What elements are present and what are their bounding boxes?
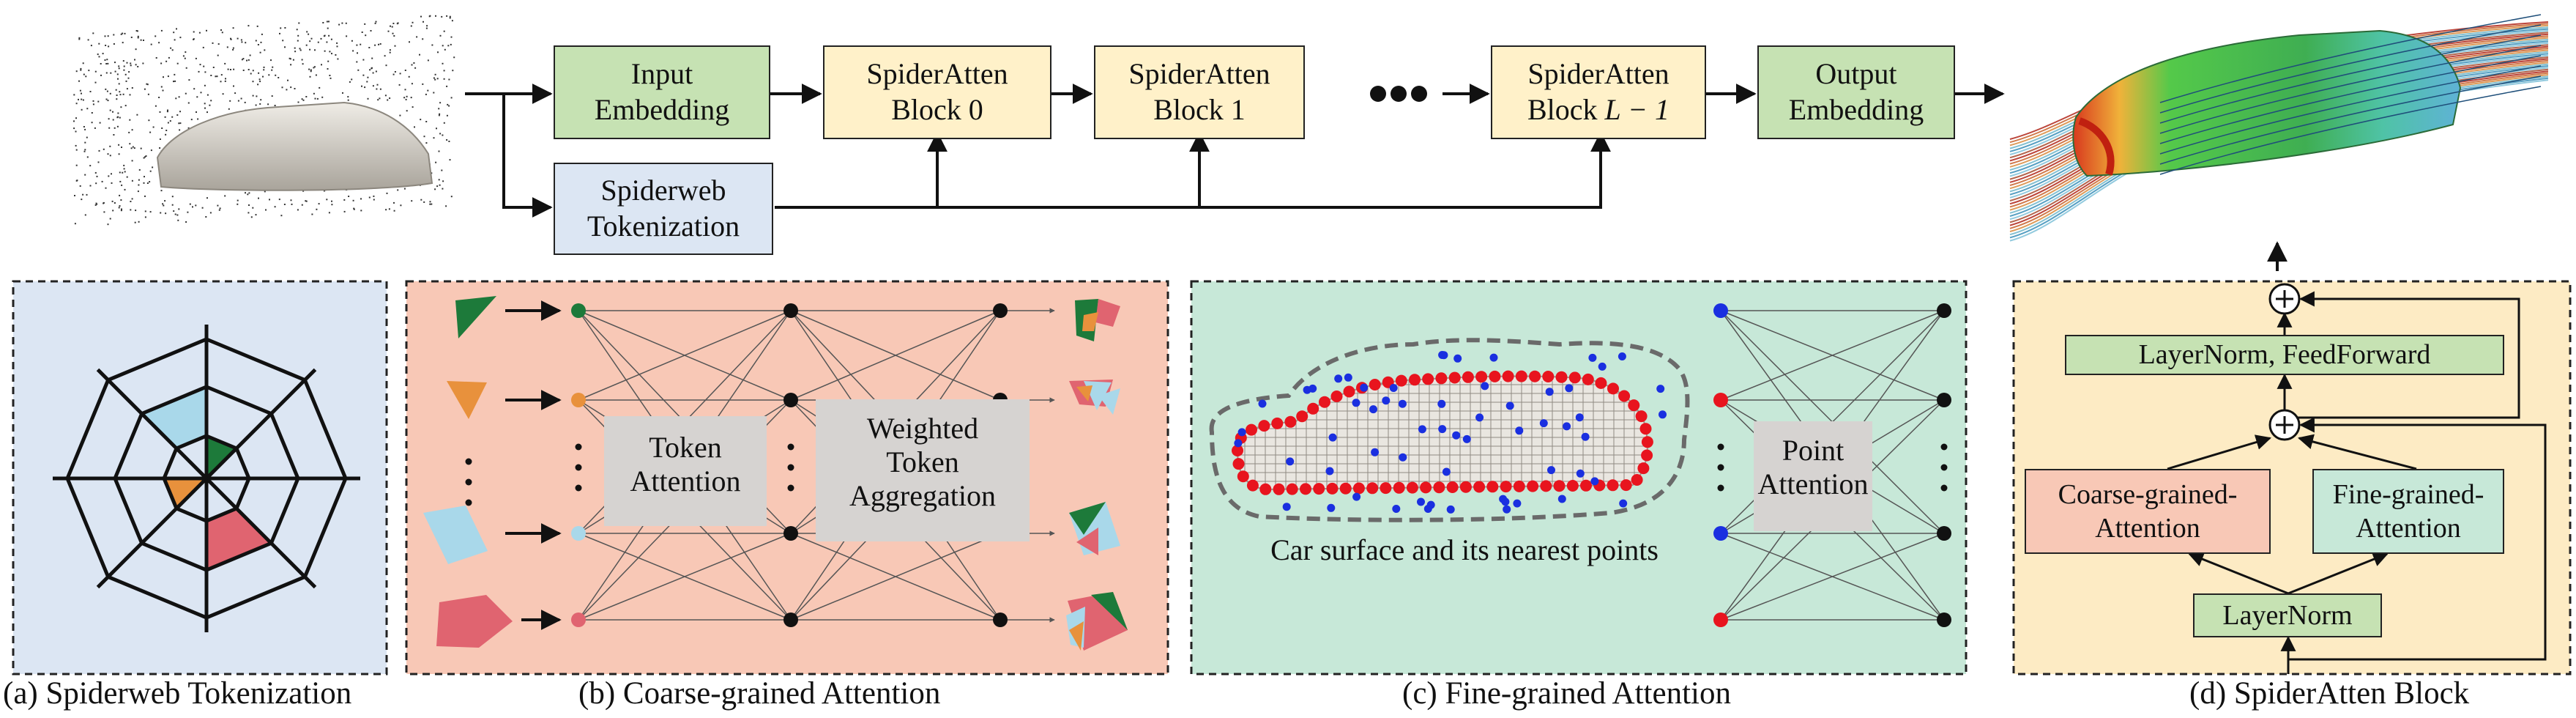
- input-point-cloud: [73, 15, 455, 226]
- block-last-line1: SpiderAtten: [1527, 57, 1669, 91]
- add-node-lower: [2268, 409, 2301, 441]
- output-embedding-label: Output Embedding: [1788, 57, 1924, 126]
- layernorm-feedforward-label: LayerNorm, FeedForward: [2138, 339, 2431, 371]
- tokenization-label: Spiderweb Tokenization: [587, 174, 740, 243]
- spideratten-block-0: SpiderAtten Block 0: [823, 45, 1051, 139]
- spideratten-block-last: SpiderAtten Block L − 1: [1491, 45, 1706, 139]
- output-embedding-box: Output Embedding: [1757, 45, 1955, 139]
- weighted-token-aggregation-label: Weighted Token Aggregation: [849, 412, 996, 512]
- aggregated-tokens: [1066, 299, 1128, 651]
- caption-c: (c) Fine-grained Attention: [1402, 676, 1731, 711]
- token-shape-lightblue: [423, 506, 488, 564]
- output-flow-visualization: [2009, 14, 2549, 242]
- layernorm-label: LayerNorm: [2222, 599, 2353, 631]
- block-last-line2: Block L − 1: [1527, 92, 1669, 128]
- layernorm-box: LayerNorm: [2193, 593, 2382, 637]
- token-shape-green: [455, 296, 496, 338]
- layernorm-feedforward-box: LayerNorm, FeedForward: [2065, 335, 2504, 375]
- block-1-label: SpiderAtten Block 1: [1128, 57, 1270, 126]
- token-shape-orange: [447, 381, 487, 419]
- fine-grained-attention-box: Fine-grained- Attention: [2312, 469, 2504, 554]
- spiderweb-tokenization-box: Spiderweb Tokenization: [554, 163, 773, 255]
- caption-d: (d) SpiderAtten Block: [2189, 676, 2470, 711]
- caption-b: (b) Coarse-grained Attention: [578, 676, 941, 711]
- token-shape-red: [436, 595, 513, 648]
- point-attention-label: Point Attention: [1757, 434, 1869, 500]
- caption-a: (a) Spiderweb Tokenization: [3, 676, 352, 711]
- fine-grained-label: Fine-grained- Attention: [2332, 478, 2484, 544]
- pipeline-arrows: [465, 84, 2005, 218]
- coarse-grained-label: Coarse-grained- Attention: [2058, 478, 2238, 544]
- panel-a-spiderweb: [12, 280, 388, 676]
- car-surface-caption: Car surface and its nearest points: [1270, 533, 1659, 566]
- block-last-prefix: Block: [1527, 93, 1605, 126]
- spideratten-block-1: SpiderAtten Block 1: [1094, 45, 1305, 139]
- input-embedding-label: Input Embedding: [594, 57, 730, 126]
- token-attention-label: Token Attention: [630, 431, 741, 497]
- coarse-grained-attention-box: Coarse-grained- Attention: [2025, 469, 2271, 554]
- input-embedding-box: Input Embedding: [554, 45, 770, 139]
- panel-b-coarse-attention: [405, 280, 1169, 676]
- block-last-math: L − 1: [1604, 93, 1670, 126]
- add-node-upper: [2268, 283, 2301, 315]
- panel-c-fine-attention: [1190, 280, 1968, 676]
- ellipsis-dots: [1370, 86, 1427, 102]
- block-0-label: SpiderAtten Block 0: [866, 57, 1008, 126]
